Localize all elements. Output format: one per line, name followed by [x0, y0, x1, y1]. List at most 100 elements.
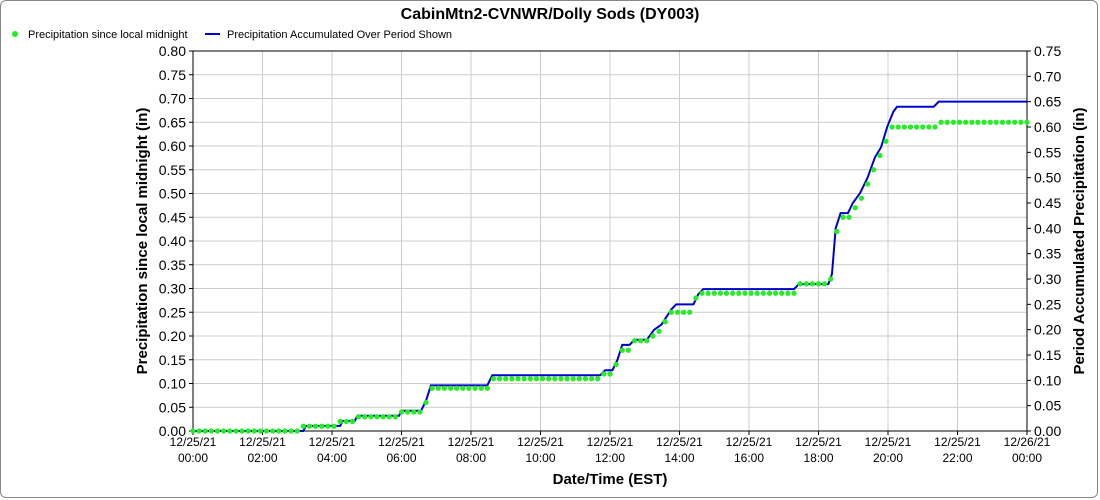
midnight-point	[969, 119, 975, 125]
midnight-point	[221, 428, 227, 434]
x-axis-title: Date/Time (EST)	[553, 471, 668, 488]
midnight-point	[638, 338, 644, 344]
midnight-point	[423, 399, 429, 406]
midnight-point	[619, 347, 625, 353]
midnight-point	[901, 124, 907, 130]
midnight-point	[405, 409, 411, 415]
midnight-point	[950, 119, 957, 125]
midnight-point	[564, 376, 570, 382]
y-left-tick-label: 0.65	[159, 114, 186, 130]
midnight-point	[300, 423, 306, 429]
midnight-point	[601, 371, 607, 377]
midnight-point	[257, 428, 264, 434]
midnight-point	[552, 376, 558, 382]
midnight-point	[840, 214, 846, 220]
x-tick-time: 02:00	[247, 451, 277, 465]
midnight-point	[570, 376, 576, 382]
y-left-tick-label: 0.55	[159, 162, 186, 178]
midnight-point	[656, 328, 662, 334]
midnight-point	[214, 428, 221, 434]
y-right-tick-label: 0.50	[1034, 170, 1061, 186]
midnight-point	[282, 428, 288, 434]
midnight-point	[539, 376, 546, 382]
midnight-point	[662, 319, 668, 325]
y-right-tick-label: 0.35	[1034, 246, 1061, 262]
legend-label-accumulated: Precipitation Accumulated Over Period Sh…	[227, 29, 452, 41]
x-tick-time: 18:00	[803, 451, 833, 465]
midnight-point	[797, 281, 803, 287]
y-right-tick-label: 0.40	[1034, 220, 1061, 236]
y-left-tick-label: 0.40	[159, 233, 186, 249]
midnight-point	[202, 428, 208, 434]
midnight-point	[956, 119, 963, 125]
midnight-point	[963, 119, 969, 125]
midnight-point	[196, 428, 202, 434]
midnight-point	[429, 385, 435, 391]
midnight-point	[546, 376, 552, 382]
x-tick-date: 12/26/21	[1004, 435, 1051, 449]
midnight-point	[509, 376, 515, 382]
midnight-point	[920, 124, 926, 130]
x-tick-date: 12/25/21	[587, 435, 634, 449]
midnight-point	[822, 281, 828, 287]
y-axis-left: 0.00 0.05 0.10 0.15 0.20 0.25 0.30 0.35 0.40 0.45…	[159, 43, 193, 439]
midnight-point	[527, 376, 533, 382]
midnight-point	[748, 290, 754, 296]
midnight-point	[349, 418, 356, 425]
midnight-point	[650, 333, 656, 339]
midnight-point	[368, 414, 374, 420]
midnight-point	[251, 428, 257, 434]
midnight-point	[871, 167, 877, 173]
midnight-point	[472, 385, 478, 391]
midnight-point	[441, 385, 448, 391]
y-left-tick-label: 0.80	[159, 43, 186, 59]
midnight-point	[411, 409, 417, 415]
midnight-point	[926, 124, 932, 130]
midnight-point	[515, 376, 521, 382]
midnight-point	[478, 385, 484, 391]
y-axis-right-title: Period Accumulated Precipitation (in)	[1071, 108, 1088, 375]
midnight-point	[533, 376, 540, 382]
midnight-point	[858, 195, 865, 201]
y-right-tick-label: 0.30	[1034, 271, 1061, 287]
midnight-point	[987, 119, 993, 125]
y-left-tick-label: 0.20	[159, 328, 186, 344]
y-right-tick-label: 0.70	[1034, 68, 1061, 84]
midnight-point	[398, 409, 405, 415]
midnight-point	[558, 376, 564, 382]
midnight-point	[717, 290, 723, 296]
midnight-point	[454, 385, 460, 391]
midnight-point	[705, 290, 711, 296]
midnight-point	[846, 214, 852, 220]
y-right-tick-label: 0.60	[1034, 119, 1061, 135]
midnight-point	[736, 290, 742, 296]
y-left-tick-label: 0.15	[159, 352, 186, 368]
midnight-point	[730, 290, 736, 296]
midnight-point	[852, 205, 858, 211]
x-tick-time: 04:00	[317, 451, 347, 465]
midnight-point	[754, 290, 760, 296]
y-axis-right: 0.00 0.05 0.10 0.15 0.20 0.25 0.30 0.35 0.40 0.45…	[1027, 43, 1061, 439]
y-left-tick-label: 0.45	[159, 209, 186, 225]
midnight-point	[680, 309, 687, 315]
midnight-point	[993, 119, 999, 125]
midnight-point	[362, 414, 368, 420]
y-left-tick-label: 0.05	[159, 399, 186, 415]
y-left-tick-label: 0.25	[159, 304, 186, 320]
midnight-point	[306, 423, 313, 429]
y-left-tick-label: 0.35	[159, 257, 186, 273]
x-axis: 12/25/21 00:00 12/25/21 02:00 12/25/21 04:00 1…	[170, 431, 1051, 465]
midnight-point	[337, 418, 343, 425]
x-tick-time: 20:00	[873, 451, 903, 465]
y-right-tick-label: 0.45	[1034, 195, 1061, 211]
y-right-tick-label: 0.25	[1034, 296, 1061, 312]
midnight-point	[895, 124, 901, 130]
midnight-point	[576, 376, 582, 382]
midnight-point	[331, 423, 337, 429]
x-tick-date: 12/25/21	[656, 435, 703, 449]
x-tick-date: 12/25/21	[309, 435, 356, 449]
x-tick-time: 22:00	[942, 451, 972, 465]
midnight-point	[245, 428, 251, 434]
x-tick-time: 00:00	[1012, 451, 1042, 465]
midnight-point	[313, 423, 319, 429]
